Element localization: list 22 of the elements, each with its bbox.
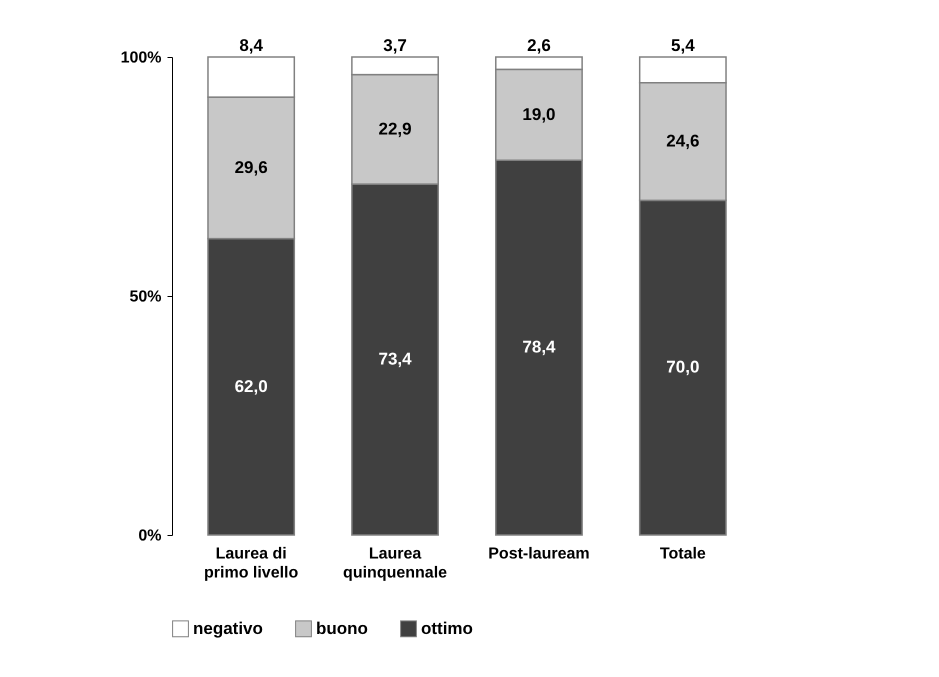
data-label: 22,9 bbox=[378, 119, 412, 138]
x-tick-label: Post-lauream bbox=[488, 546, 590, 562]
data-label: 62,0 bbox=[234, 376, 268, 396]
y-tick-label: 100% bbox=[120, 50, 162, 66]
data-label: 2,6 bbox=[527, 36, 551, 55]
x-tick-label: Laurea quinquennale bbox=[343, 546, 448, 582]
data-label: 24,6 bbox=[666, 132, 700, 151]
data-label: 5,4 bbox=[671, 36, 696, 55]
legend-label: buono bbox=[316, 618, 368, 638]
data-label: 70,0 bbox=[666, 358, 700, 377]
x-tick-label: Laurea di primo livello bbox=[204, 546, 298, 582]
y-tick-label: 0% bbox=[138, 528, 162, 544]
data-label: 29,6 bbox=[234, 158, 268, 177]
y-tick-label: 50% bbox=[129, 288, 162, 306]
data-label: 3,7 bbox=[383, 36, 407, 55]
data-label: 19,0 bbox=[522, 104, 556, 124]
x-tick-label: Totale bbox=[660, 546, 706, 562]
data-label: 78,4 bbox=[522, 338, 556, 357]
data-label: 73,4 bbox=[378, 350, 412, 369]
legend-label: negativo bbox=[193, 618, 263, 638]
legend-label: ottimo bbox=[421, 618, 473, 638]
data-label: 8,4 bbox=[239, 36, 264, 55]
